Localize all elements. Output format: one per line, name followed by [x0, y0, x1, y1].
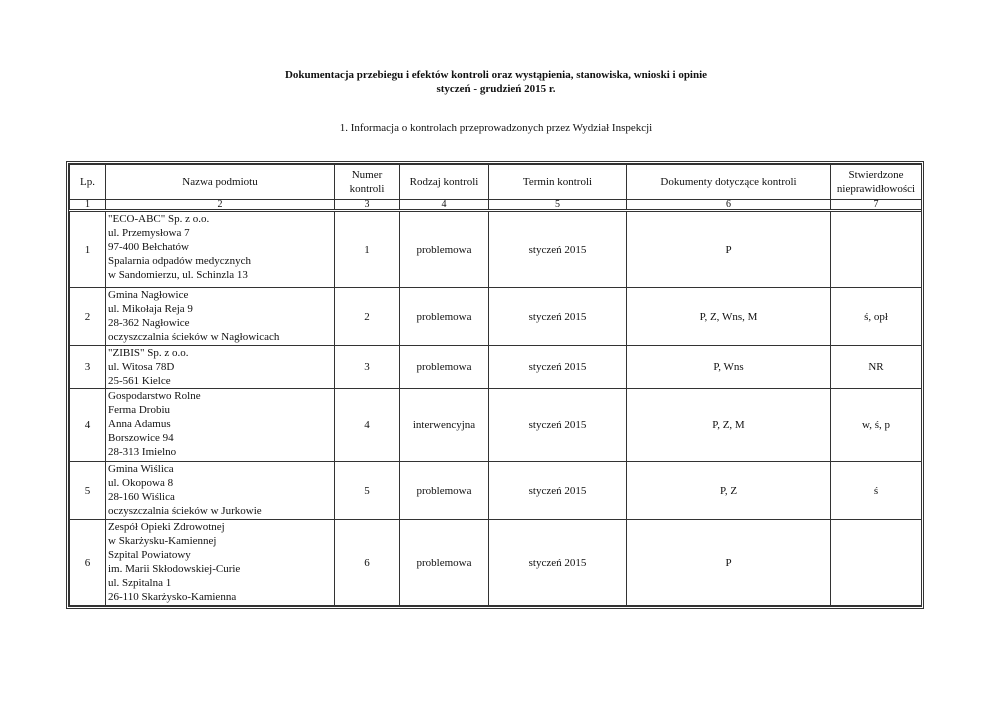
name-line: 25-561 Kielce — [108, 375, 171, 387]
name-line: ul. Okopowa 8 — [108, 477, 174, 489]
row-number: 4 — [334, 388, 400, 462]
row-type: problemowa — [399, 287, 489, 346]
name-line: Gmina Wiślica — [108, 463, 174, 475]
row-number: 3 — [334, 345, 400, 389]
row-name: Zespół Opieki Zdrowotnej w Skarżysku-Kami… — [105, 519, 335, 606]
row-date: styczeń 2015 — [488, 519, 627, 606]
column-number: 7 — [830, 199, 922, 212]
column-number-row: 1 2 3 4 5 6 7 — [69, 199, 922, 212]
row-lp: 4 — [69, 388, 106, 462]
name-line: Ferma Drobiu — [108, 404, 171, 416]
row-date: styczeń 2015 — [488, 210, 627, 288]
table-row: 6 Zespół Opieki Zdrowotnej w Skarżysku-Kam… — [69, 519, 922, 606]
name-line: Szpital Powiatowy — [108, 549, 191, 561]
header-type: Rodzaj kontroli — [399, 164, 489, 200]
name-line: "ZIBIS" Sp. z o.o. — [108, 347, 189, 359]
name-line: ul. Mikołaja Reja 9 — [108, 303, 193, 315]
row-name: "ECO-ABC" Sp. z o.o. ul. Przemysłowa 7 97-… — [105, 210, 335, 288]
document-title: Dokumentacja przebiegu i efektów kontrol… — [284, 69, 708, 81]
row-name: Gmina Nagłowice ul. Mikołaja Reja 9 28-362… — [105, 287, 335, 346]
row-documents: P — [626, 210, 831, 288]
row-number: 5 — [334, 461, 400, 520]
name-line: Zespół Opieki Zdrowotnej — [108, 521, 225, 533]
row-date: styczeń 2015 — [488, 388, 627, 462]
row-name: "ZIBIS" Sp. z o.o. ul. Witosa 78D 25-561 K… — [105, 345, 335, 389]
row-lp: 5 — [69, 461, 106, 520]
row-lp: 3 — [69, 345, 106, 389]
name-line: 28-160 Wiślica — [108, 491, 175, 503]
row-irregularities — [830, 519, 922, 606]
row-name: Gospodarstwo Rolne Ferma Drobiu Anna Adamu… — [105, 388, 335, 462]
header-irregularities: Stwierdzone nieprawidłowości — [830, 164, 922, 200]
row-name: Gmina Wiślica ul. Okopowa 8 28-160 Wiślica… — [105, 461, 335, 520]
row-irregularities — [830, 210, 922, 288]
name-line: ul. Szpitalna 1 — [108, 577, 172, 589]
name-line: ul. Witosa 78D — [108, 361, 175, 373]
row-type: interwencyjna — [399, 388, 489, 462]
document-period: styczeń - grudzień 2015 r. — [436, 83, 556, 95]
row-type: problemowa — [399, 461, 489, 520]
section-heading: 1. Informacja o kontrolach przeprowadzon… — [339, 122, 653, 134]
column-number: 5 — [488, 199, 627, 212]
row-documents: P, Z, Wns, M — [626, 287, 831, 346]
name-line: Gmina Nagłowice — [108, 289, 189, 301]
name-line: Gospodarstwo Rolne — [108, 390, 201, 402]
row-irregularities: ś, opł — [830, 287, 922, 346]
name-line: w Skarżysku-Kamiennej — [108, 535, 217, 547]
header-number: Numer kontroli — [334, 164, 400, 200]
name-line: 97-400 Bełchatów — [108, 241, 189, 253]
row-type: problemowa — [399, 210, 489, 288]
header-documents: Dokumenty dotyczące kontroli — [626, 164, 831, 200]
name-line: oczyszczalnia ścieków w Nagłowicach — [108, 331, 280, 343]
row-documents: P, Z — [626, 461, 831, 520]
table-row: 2 Gmina Nagłowice ul. Mikołaja Reja 9 28-36… — [69, 287, 922, 346]
header-lp: Lp. — [69, 164, 106, 200]
name-line: Anna Adamus — [108, 418, 171, 430]
name-line: Spalarnia odpadów medycznych — [108, 255, 251, 267]
row-irregularities: NR — [830, 345, 922, 389]
row-documents: P, Z, M — [626, 388, 831, 462]
table-row: 5 Gmina Wiślica ul. Okopowa 8 28-160 Wiślic… — [69, 461, 922, 520]
column-number: 3 — [334, 199, 400, 212]
row-lp: 2 — [69, 287, 106, 346]
row-number: 1 — [334, 210, 400, 288]
row-documents: P, Wns — [626, 345, 831, 389]
inspections-table: Lp. Nazwa podmiotu Numer kontroli Rodzaj… — [66, 161, 924, 609]
row-irregularities: w, ś, p — [830, 388, 922, 462]
header-date: Termin kontroli — [488, 164, 627, 200]
row-date: styczeń 2015 — [488, 461, 627, 520]
column-number: 1 — [69, 199, 106, 212]
header-row: Lp. Nazwa podmiotu Numer kontroli Rodzaj… — [69, 164, 922, 200]
name-line: 28-313 Imielno — [108, 446, 177, 458]
row-type: problemowa — [399, 345, 489, 389]
table-row: 1 "ECO-ABC" Sp. z o.o. ul. Przemysłowa 7 97… — [69, 210, 922, 288]
name-line: ul. Przemysłowa 7 — [108, 227, 190, 239]
name-line: Borszowice 94 — [108, 432, 174, 444]
column-number: 6 — [626, 199, 831, 212]
column-number: 2 — [105, 199, 335, 212]
table-row: 4 Gospodarstwo Rolne Ferma Drobiu Anna Adam… — [69, 388, 922, 462]
name-line: im. Marii Skłodowskiej-Curie — [108, 563, 241, 575]
row-date: styczeń 2015 — [488, 345, 627, 389]
row-type: problemowa — [399, 519, 489, 606]
header-name: Nazwa podmiotu — [105, 164, 335, 200]
name-line: oczyszczalnia ścieków w Jurkowie — [108, 505, 262, 517]
row-lp: 1 — [69, 210, 106, 288]
name-line: "ECO-ABC" Sp. z o.o. — [108, 213, 210, 225]
row-number: 6 — [334, 519, 400, 606]
row-number: 2 — [334, 287, 400, 346]
name-line: w Sandomierzu, ul. Schinzla 13 — [108, 269, 248, 281]
row-documents: P — [626, 519, 831, 606]
table-row: 3 "ZIBIS" Sp. z o.o. ul. Witosa 78D 25-561 … — [69, 345, 922, 389]
row-date: styczeń 2015 — [488, 287, 627, 346]
name-line: 28-362 Nagłowice — [108, 317, 190, 329]
name-line: 26-110 Skarżysko-Kamienna — [108, 591, 237, 603]
row-irregularities: ś — [830, 461, 922, 520]
column-number: 4 — [399, 199, 489, 212]
row-lp: 6 — [69, 519, 106, 606]
